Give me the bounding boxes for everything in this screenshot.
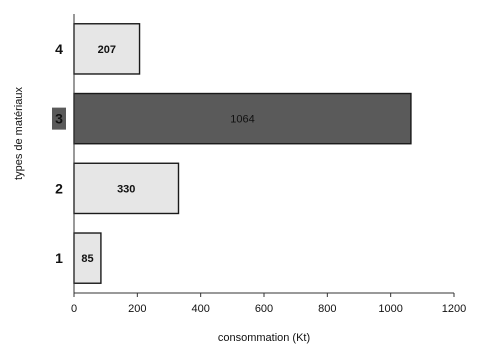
- x-tick-label: 600: [255, 303, 273, 315]
- x-axis-label: consommation (Kt): [218, 332, 310, 344]
- bar-value-label: 207: [98, 44, 116, 56]
- x-tick-label: 800: [318, 303, 336, 315]
- y-category-label: 1: [55, 250, 63, 266]
- bar-value-label: 330: [117, 183, 135, 195]
- y-category-label: 2: [55, 180, 63, 196]
- x-tick-label: 200: [128, 303, 146, 315]
- y-axis-label: types de matériaux: [13, 87, 25, 180]
- bar-category-4: [73, 23, 141, 75]
- category-highlight-marker: [52, 107, 66, 130]
- bar-value-label: 1064: [230, 114, 254, 126]
- y-category-label: 4: [55, 41, 63, 57]
- x-tick-label: 0: [71, 303, 77, 315]
- bar-value-label: 85: [81, 253, 93, 265]
- y-category-label: 3: [55, 111, 63, 127]
- bar-category-2: [73, 162, 180, 215]
- x-tick-label: 400: [191, 303, 209, 315]
- x-tick-label: 1200: [442, 303, 466, 315]
- x-tick-label: 1000: [378, 303, 402, 315]
- bar-category-3: [73, 92, 412, 145]
